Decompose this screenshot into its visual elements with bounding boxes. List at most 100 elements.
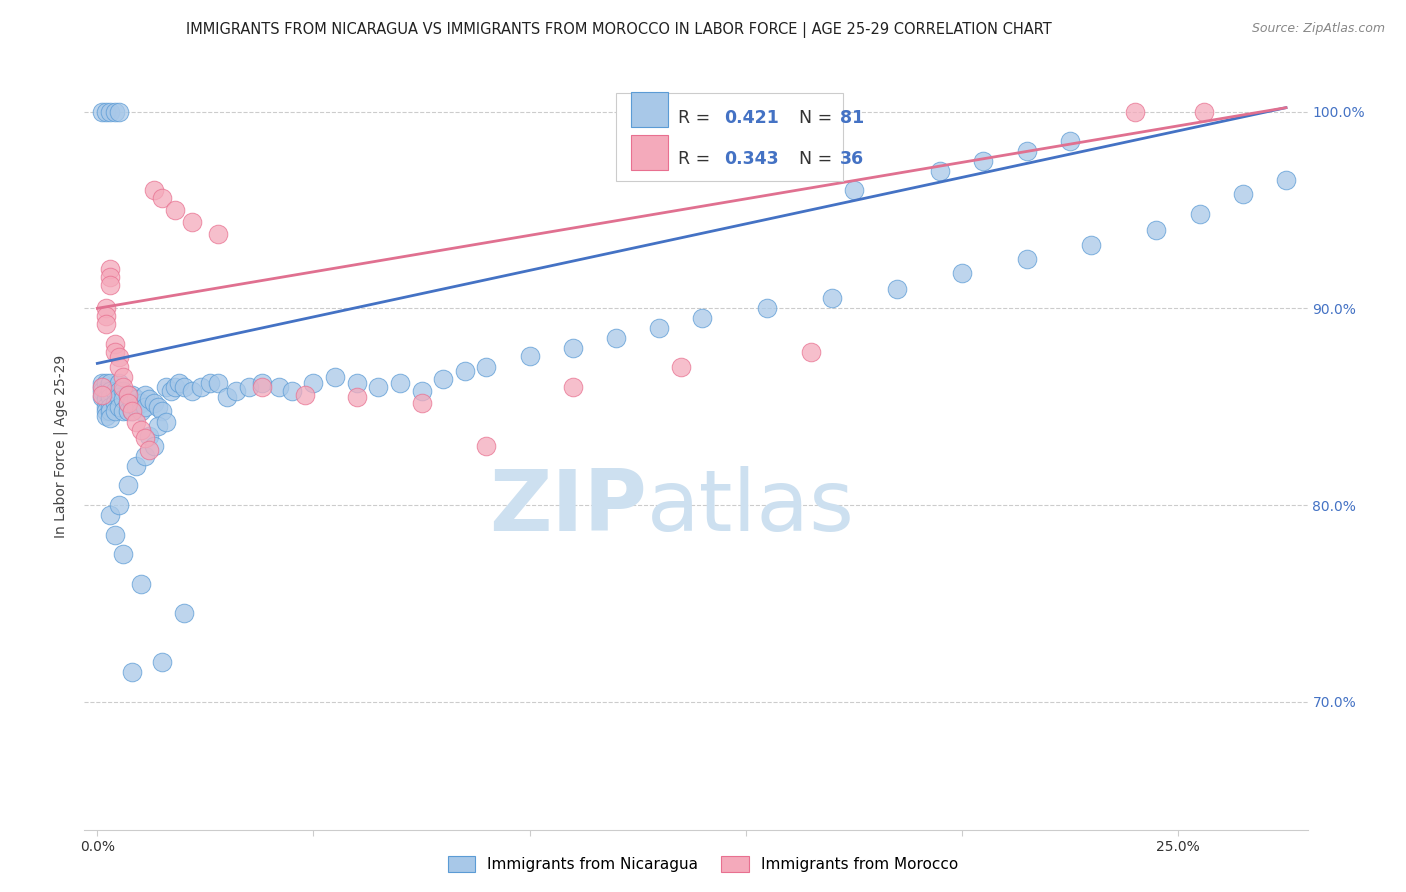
Point bbox=[94, 376, 117, 390]
Point bbox=[799, 344, 821, 359]
Point bbox=[238, 380, 260, 394]
Point bbox=[112, 392, 135, 406]
Point bbox=[250, 380, 273, 394]
Point bbox=[169, 376, 191, 390]
Y-axis label: In Labor Force | Age 25-29: In Labor Force | Age 25-29 bbox=[53, 354, 69, 538]
Point bbox=[94, 301, 117, 316]
Point bbox=[323, 370, 346, 384]
FancyBboxPatch shape bbox=[631, 92, 668, 127]
Text: IMMIGRANTS FROM NICARAGUA VS IMMIGRANTS FROM MOROCCO IN LABOR FORCE | AGE 25-29 : IMMIGRANTS FROM NICARAGUA VS IMMIGRANTS … bbox=[186, 22, 1052, 38]
Point bbox=[1059, 134, 1081, 148]
Point bbox=[454, 364, 477, 378]
Point bbox=[432, 372, 454, 386]
Point bbox=[94, 403, 117, 417]
Point bbox=[669, 360, 692, 375]
Point bbox=[117, 395, 139, 409]
Text: R =: R = bbox=[678, 109, 716, 127]
Point bbox=[142, 395, 165, 409]
Point bbox=[165, 202, 187, 217]
Point bbox=[104, 395, 127, 409]
Point bbox=[90, 104, 112, 119]
Point bbox=[129, 423, 152, 437]
Point bbox=[98, 104, 121, 119]
Point bbox=[159, 384, 181, 398]
Point bbox=[94, 392, 117, 406]
FancyBboxPatch shape bbox=[631, 136, 668, 169]
Point bbox=[98, 262, 121, 277]
Point bbox=[90, 380, 112, 394]
Point bbox=[94, 384, 117, 398]
Text: 36: 36 bbox=[841, 150, 865, 169]
Point bbox=[104, 336, 127, 351]
Point bbox=[94, 309, 117, 323]
Point bbox=[108, 360, 131, 375]
Point bbox=[190, 380, 212, 394]
Point bbox=[125, 458, 148, 473]
Point bbox=[142, 183, 165, 197]
Point bbox=[94, 317, 117, 331]
Point bbox=[561, 380, 583, 394]
Point bbox=[181, 384, 204, 398]
Point bbox=[104, 384, 127, 398]
Point bbox=[134, 400, 156, 414]
Text: R =: R = bbox=[678, 150, 716, 169]
Point bbox=[94, 409, 117, 424]
Point bbox=[90, 380, 112, 394]
Point bbox=[117, 403, 139, 417]
Point bbox=[98, 508, 121, 522]
Text: N =: N = bbox=[787, 109, 838, 127]
Point bbox=[112, 380, 135, 394]
Text: Source: ZipAtlas.com: Source: ZipAtlas.com bbox=[1251, 22, 1385, 36]
Point bbox=[155, 416, 177, 430]
Point bbox=[561, 341, 583, 355]
Point bbox=[181, 215, 204, 229]
Point bbox=[225, 384, 247, 398]
Point bbox=[267, 380, 290, 394]
Point bbox=[207, 376, 229, 390]
Point bbox=[134, 431, 156, 445]
Point bbox=[411, 384, 433, 398]
Point bbox=[129, 395, 152, 409]
Point bbox=[950, 266, 973, 280]
FancyBboxPatch shape bbox=[616, 93, 842, 181]
Point bbox=[475, 360, 498, 375]
Point bbox=[1015, 144, 1038, 158]
Point bbox=[519, 349, 541, 363]
Point bbox=[367, 380, 389, 394]
Point bbox=[108, 351, 131, 365]
Point bbox=[1192, 104, 1215, 119]
Point bbox=[215, 390, 238, 404]
Point bbox=[112, 384, 135, 398]
Point bbox=[605, 331, 627, 345]
Point bbox=[98, 411, 121, 425]
Point bbox=[90, 384, 112, 398]
Point bbox=[98, 277, 121, 292]
Point bbox=[281, 384, 304, 398]
Point bbox=[108, 400, 131, 414]
Point bbox=[129, 576, 152, 591]
Point bbox=[125, 392, 148, 406]
Point bbox=[972, 153, 994, 168]
Point bbox=[90, 376, 112, 390]
Point bbox=[138, 442, 160, 457]
Point bbox=[842, 183, 865, 197]
Text: 0.421: 0.421 bbox=[724, 109, 779, 127]
Text: atlas: atlas bbox=[647, 466, 855, 549]
Point bbox=[138, 429, 160, 443]
Point bbox=[104, 344, 127, 359]
Point bbox=[108, 498, 131, 512]
Legend: Immigrants from Nicaragua, Immigrants from Morocco: Immigrants from Nicaragua, Immigrants fr… bbox=[440, 848, 966, 880]
Point bbox=[121, 665, 143, 680]
Text: 0.343: 0.343 bbox=[724, 150, 779, 169]
Point bbox=[98, 269, 121, 284]
Point bbox=[165, 380, 187, 394]
Point bbox=[155, 380, 177, 394]
Point bbox=[98, 390, 121, 404]
Point bbox=[146, 419, 169, 434]
Point bbox=[207, 227, 229, 241]
Point bbox=[90, 388, 112, 402]
Point bbox=[104, 527, 127, 541]
Point bbox=[756, 301, 779, 316]
Point bbox=[112, 403, 135, 417]
Point bbox=[125, 416, 148, 430]
